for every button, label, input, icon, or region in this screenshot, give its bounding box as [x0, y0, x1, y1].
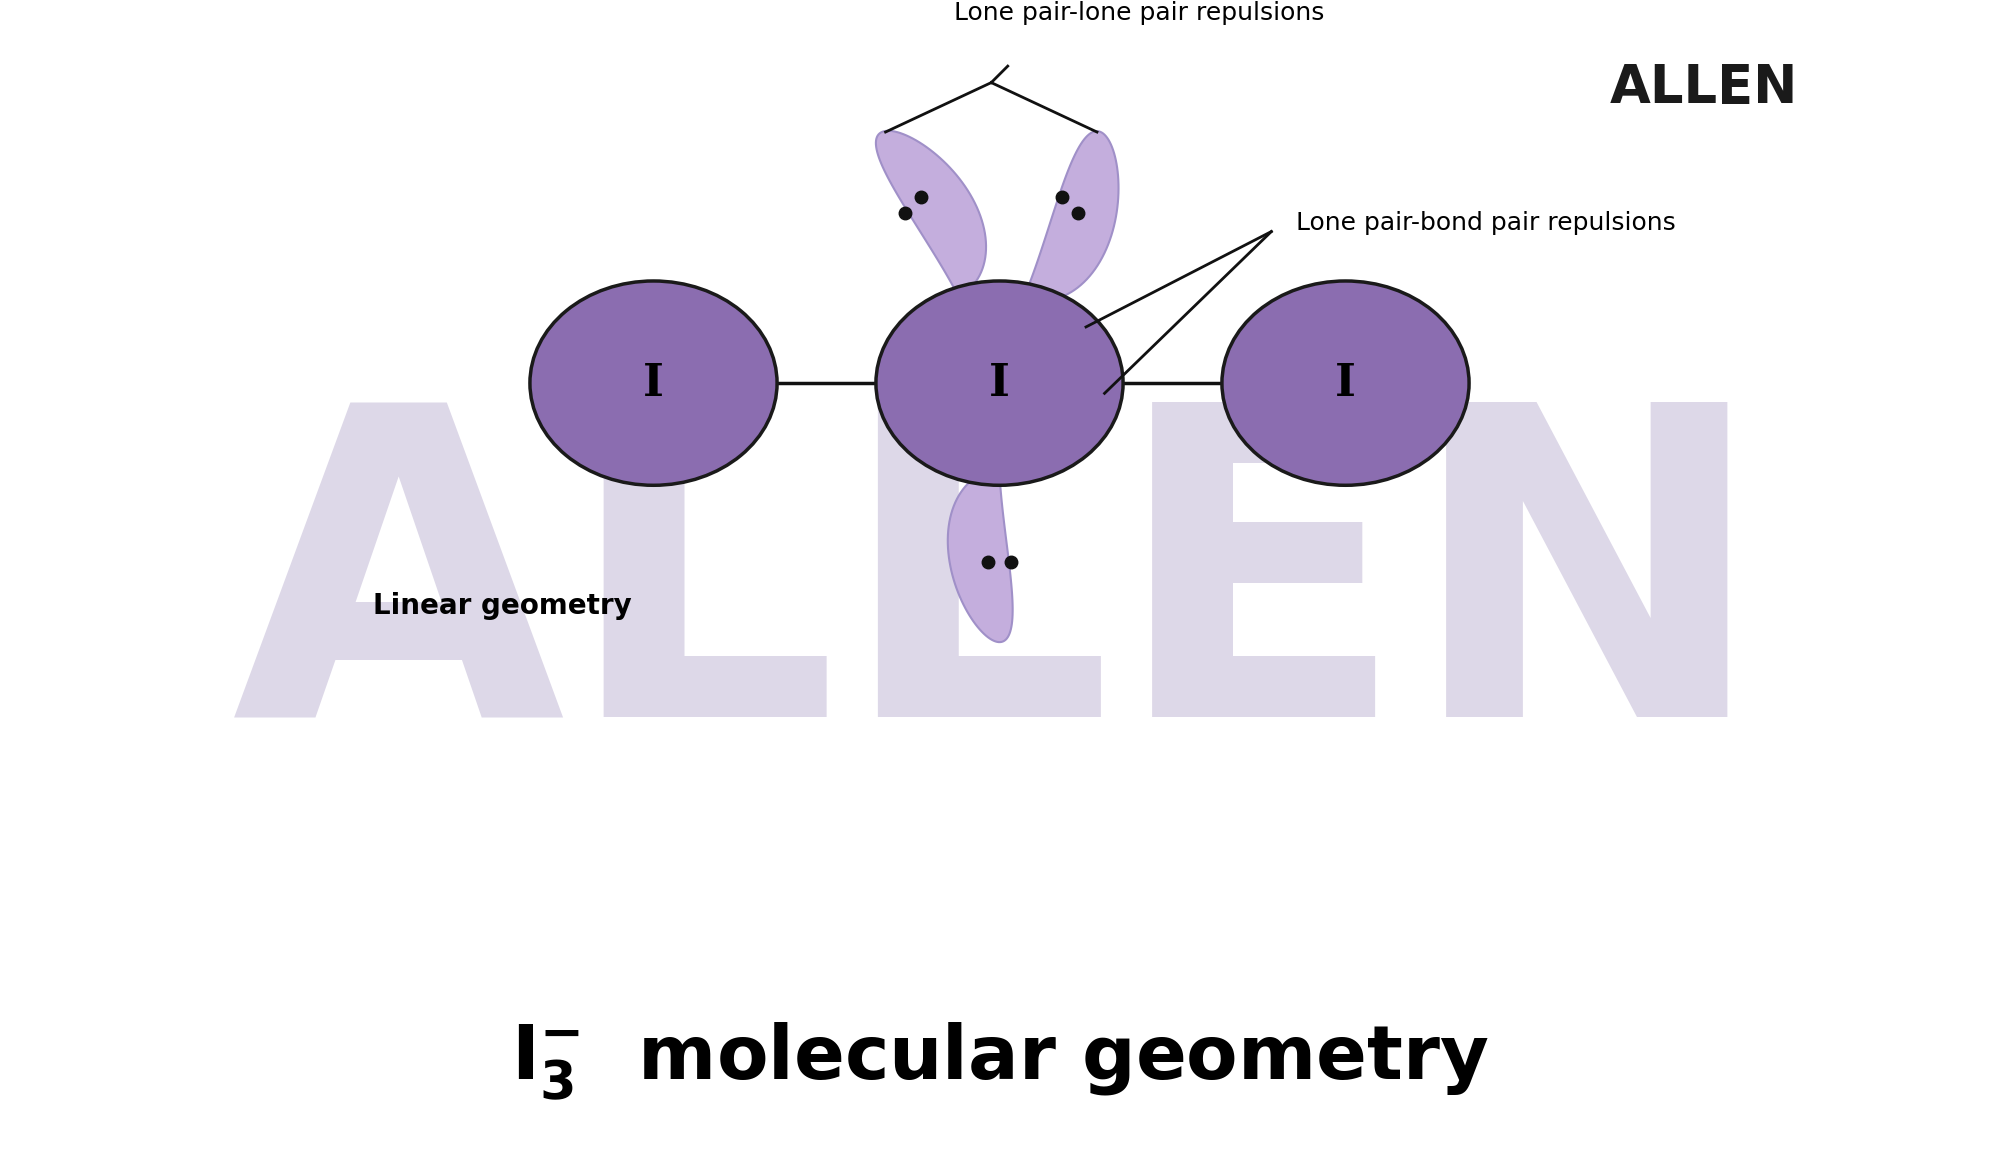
Polygon shape: [947, 470, 1013, 642]
Ellipse shape: [1221, 281, 1469, 485]
Text: I: I: [1335, 362, 1355, 405]
Text: I: I: [643, 362, 663, 405]
Text: $\mathbf{I_3^{-}}$  molecular geometry: $\mathbf{I_3^{-}}$ molecular geometry: [509, 1021, 1489, 1104]
Text: I: I: [989, 362, 1009, 405]
Polygon shape: [1023, 131, 1119, 301]
Text: ALLEN: ALLEN: [1610, 62, 1798, 114]
Ellipse shape: [529, 281, 777, 485]
Text: Linear geometry: Linear geometry: [374, 592, 631, 620]
Text: ALLEN: ALLEN: [232, 389, 1766, 807]
Ellipse shape: [875, 281, 1123, 485]
Text: Lone pair-bond pair repulsions: Lone pair-bond pair repulsions: [1295, 211, 1674, 235]
Text: Lone pair-lone pair repulsions: Lone pair-lone pair repulsions: [953, 1, 1325, 25]
Polygon shape: [875, 130, 985, 296]
